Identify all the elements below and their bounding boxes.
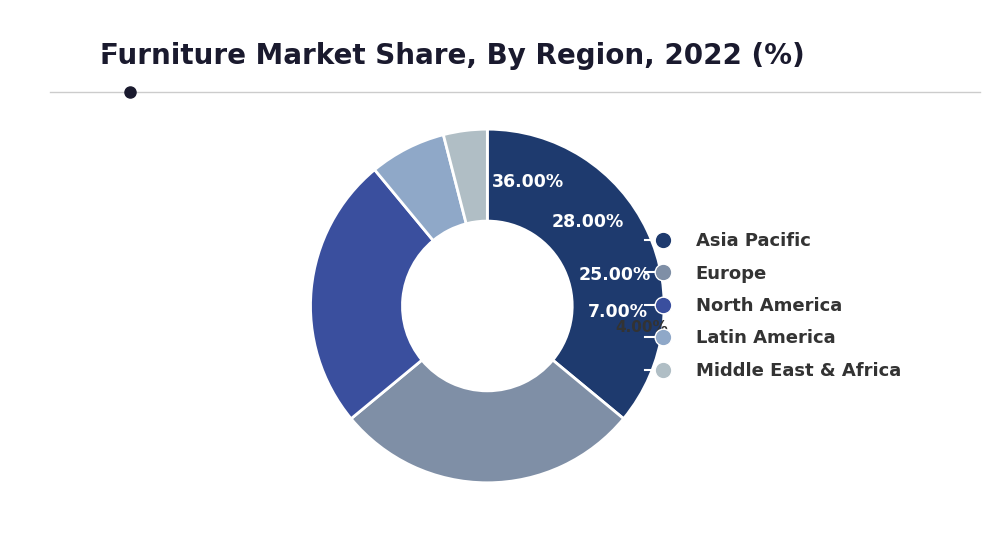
Text: 7.00%: 7.00% (588, 302, 648, 321)
Legend: Asia Pacific, Europe, North America, Latin America, Middle East & Africa: Asia Pacific, Europe, North America, Lat… (638, 225, 908, 387)
Wedge shape (487, 129, 664, 418)
Wedge shape (311, 170, 433, 418)
Wedge shape (375, 135, 466, 241)
Text: PRECEDENCE: PRECEDENCE (38, 31, 97, 41)
Text: 28.00%: 28.00% (551, 213, 624, 231)
Title: Furniture Market Share, By Region, 2022 (%): Furniture Market Share, By Region, 2022 … (100, 42, 804, 70)
Text: 4.00%: 4.00% (615, 320, 668, 335)
Text: RESEARCH: RESEARCH (44, 62, 91, 72)
Wedge shape (351, 360, 624, 483)
Wedge shape (443, 129, 487, 224)
Text: 36.00%: 36.00% (492, 172, 564, 191)
Text: 25.00%: 25.00% (578, 267, 651, 285)
